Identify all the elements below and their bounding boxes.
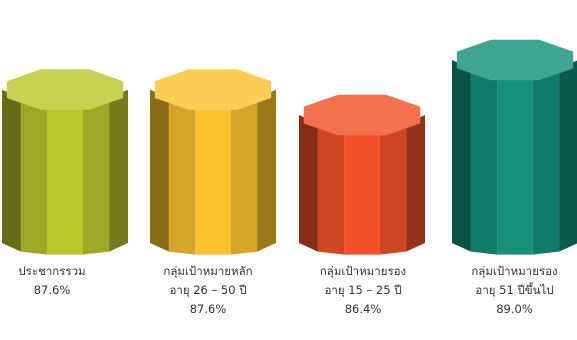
- data-label-value: 89.0%: [496, 302, 533, 316]
- bar-side-face: [532, 68, 560, 255]
- category-label-line2: อายุ 51 ปีขึ้นไป: [475, 283, 554, 297]
- bar-prism: [299, 94, 425, 255]
- bar-side-face: [47, 101, 83, 255]
- category-label-total-population: ประชากรรวม 87.6%: [0, 262, 107, 300]
- bar-side-face: [379, 123, 407, 255]
- bar-side-face: [559, 60, 577, 252]
- bar-side-face: [470, 68, 498, 255]
- data-label-value: 86.4%: [344, 302, 382, 316]
- bar-side-face: [195, 101, 231, 255]
- category-label-line1: กลุ่มเป้าหมายรอง: [471, 264, 558, 278]
- category-label-line1: กลุ่มเป้าหมายรอง: [319, 264, 407, 278]
- category-label-main-target-26-50: กลุ่มเป้าหมายหลัก อายุ 26 – 50 ปี 87.6%: [143, 262, 273, 319]
- bar-top-cap: [303, 94, 421, 136]
- bar-side-face: [257, 89, 276, 252]
- bar-prism: [2, 69, 128, 255]
- bar-side-face: [406, 115, 425, 252]
- bar-side-face: [2, 89, 21, 252]
- bar-side-face: [82, 98, 110, 255]
- category-label-line1: กลุ่มเป้าหมายหลัก: [163, 264, 253, 278]
- category-label-line1: ประชากรรวม: [18, 264, 86, 278]
- bar-side-face: [230, 98, 258, 255]
- bar-side-face: [20, 98, 48, 255]
- category-label-line2: อายุ 26 – 50 ปี: [169, 283, 247, 297]
- bar-side-face: [452, 60, 471, 252]
- bar-top-cap: [6, 69, 124, 110]
- category-label-secondary-target-51-plus: กลุ่มเป้าหมายรอง อายุ 51 ปีขึ้นไป 89.0%: [452, 262, 577, 319]
- data-label-value: 87.6%: [189, 302, 227, 316]
- bar-side-face: [317, 123, 345, 255]
- bar-top-cap: [154, 69, 272, 110]
- bar-side-face: [168, 98, 196, 255]
- bar-side-face: [109, 89, 128, 252]
- category-label-secondary-target-15-25: กลุ่มเป้าหมายรอง อายุ 15 – 25 ปี 86.4%: [298, 262, 428, 319]
- bar-prism: [150, 69, 276, 255]
- bar-side-face: [344, 126, 380, 255]
- bar-side-face: [299, 115, 318, 252]
- bar-top-cap: [456, 39, 574, 81]
- category-label-line2: อายุ 15 – 25 ปี: [324, 283, 402, 297]
- bar-prism: [452, 39, 577, 255]
- bar-side-face: [150, 89, 169, 252]
- data-label-value: 87.6%: [33, 283, 71, 297]
- bar-side-face: [497, 71, 533, 255]
